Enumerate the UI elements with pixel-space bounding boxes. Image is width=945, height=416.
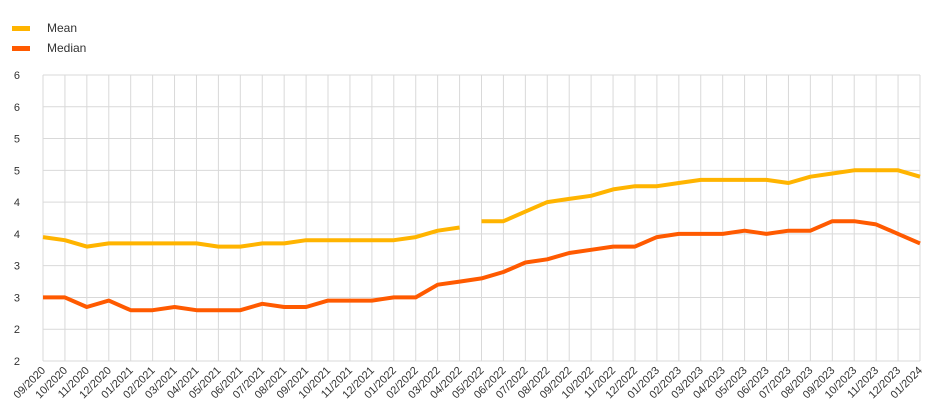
y-tick-label: 5 <box>14 134 20 146</box>
series-line-median <box>43 219 921 313</box>
y-tick-label: 4 <box>14 197 20 209</box>
legend-item-median: Median <box>12 38 86 58</box>
y-tick-label: 2 <box>14 324 20 336</box>
y-tick-label: 2 <box>14 356 20 368</box>
y-tick-label: 3 <box>14 261 20 273</box>
series-line-mean <box>42 225 460 249</box>
legend-swatch-median <box>12 45 30 51</box>
y-tick-label: 3 <box>14 292 20 304</box>
legend: Mean Median <box>12 18 86 58</box>
y-tick-label: 6 <box>14 102 20 114</box>
legend-label-mean: Mean <box>47 21 78 35</box>
legend-label-median: Median <box>47 41 87 55</box>
legend-item-mean: Mean <box>12 18 86 38</box>
y-tick-label: 5 <box>14 165 20 177</box>
y-tick-label: 4 <box>14 229 20 241</box>
y-tick-label: 6 <box>14 70 20 82</box>
series-line-mean <box>481 168 921 224</box>
legend-swatch-mean <box>12 25 30 31</box>
